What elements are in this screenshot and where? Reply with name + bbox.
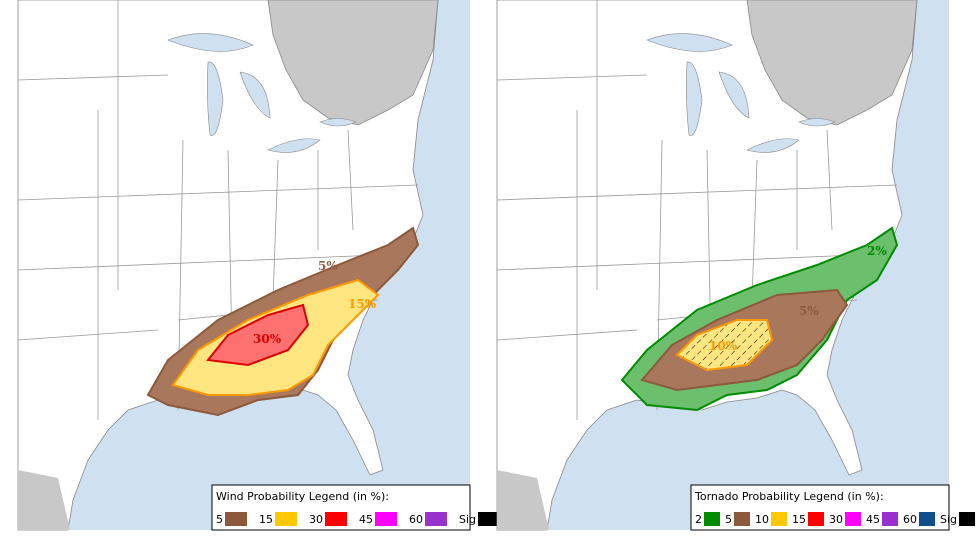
legend-title: Tornado Probability Legend (in %): bbox=[694, 490, 884, 503]
legend-label: Sig bbox=[459, 513, 476, 526]
legend-label: 15 bbox=[259, 513, 273, 526]
legend-swatch bbox=[882, 512, 898, 526]
legend-label: 30 bbox=[829, 513, 843, 526]
legend-swatch bbox=[425, 512, 447, 526]
legend-label: 30 bbox=[309, 513, 323, 526]
legend-swatch bbox=[704, 512, 720, 526]
legend-swatch bbox=[325, 512, 347, 526]
legend-label: 60 bbox=[409, 513, 423, 526]
legend-swatch bbox=[919, 512, 935, 526]
legend-swatch bbox=[734, 512, 750, 526]
contour-label: 15% bbox=[348, 297, 377, 311]
legend-label: 5 bbox=[216, 513, 223, 526]
legend-swatch bbox=[375, 512, 397, 526]
legend-label: 15 bbox=[792, 513, 806, 526]
wind-30-contour bbox=[206, 303, 310, 367]
legend-swatch bbox=[959, 512, 976, 526]
contour-label: 2% bbox=[867, 244, 887, 258]
legend-swatch bbox=[478, 512, 501, 526]
legend-title: Wind Probability Legend (in %): bbox=[216, 490, 389, 503]
legend-label: 10 bbox=[755, 513, 769, 526]
legend-swatch bbox=[771, 512, 787, 526]
legend-swatch bbox=[225, 512, 247, 526]
tornado-10-contour bbox=[675, 319, 774, 372]
contour-label: 10% bbox=[709, 339, 738, 353]
legend-label: 45 bbox=[866, 513, 880, 526]
contour-label: 5% bbox=[318, 259, 338, 273]
legend-label: 60 bbox=[903, 513, 917, 526]
legend-label: Sig bbox=[940, 513, 957, 526]
legend-swatch bbox=[808, 512, 824, 526]
contour-label: 30% bbox=[253, 332, 282, 346]
legend-label: 45 bbox=[359, 513, 373, 526]
legend-label: 5 bbox=[725, 513, 732, 526]
contour-label: 5% bbox=[799, 304, 819, 318]
wind-panel: 5% 15% 30% Wind Probability Legend (in %):… bbox=[17, 0, 501, 531]
legend-swatch bbox=[275, 512, 297, 526]
legend-swatch bbox=[845, 512, 861, 526]
legend-label: 2 bbox=[695, 513, 702, 526]
tornado-panel: 2% 5% 10% Tornado Probability Legend (in %… bbox=[496, 0, 976, 531]
